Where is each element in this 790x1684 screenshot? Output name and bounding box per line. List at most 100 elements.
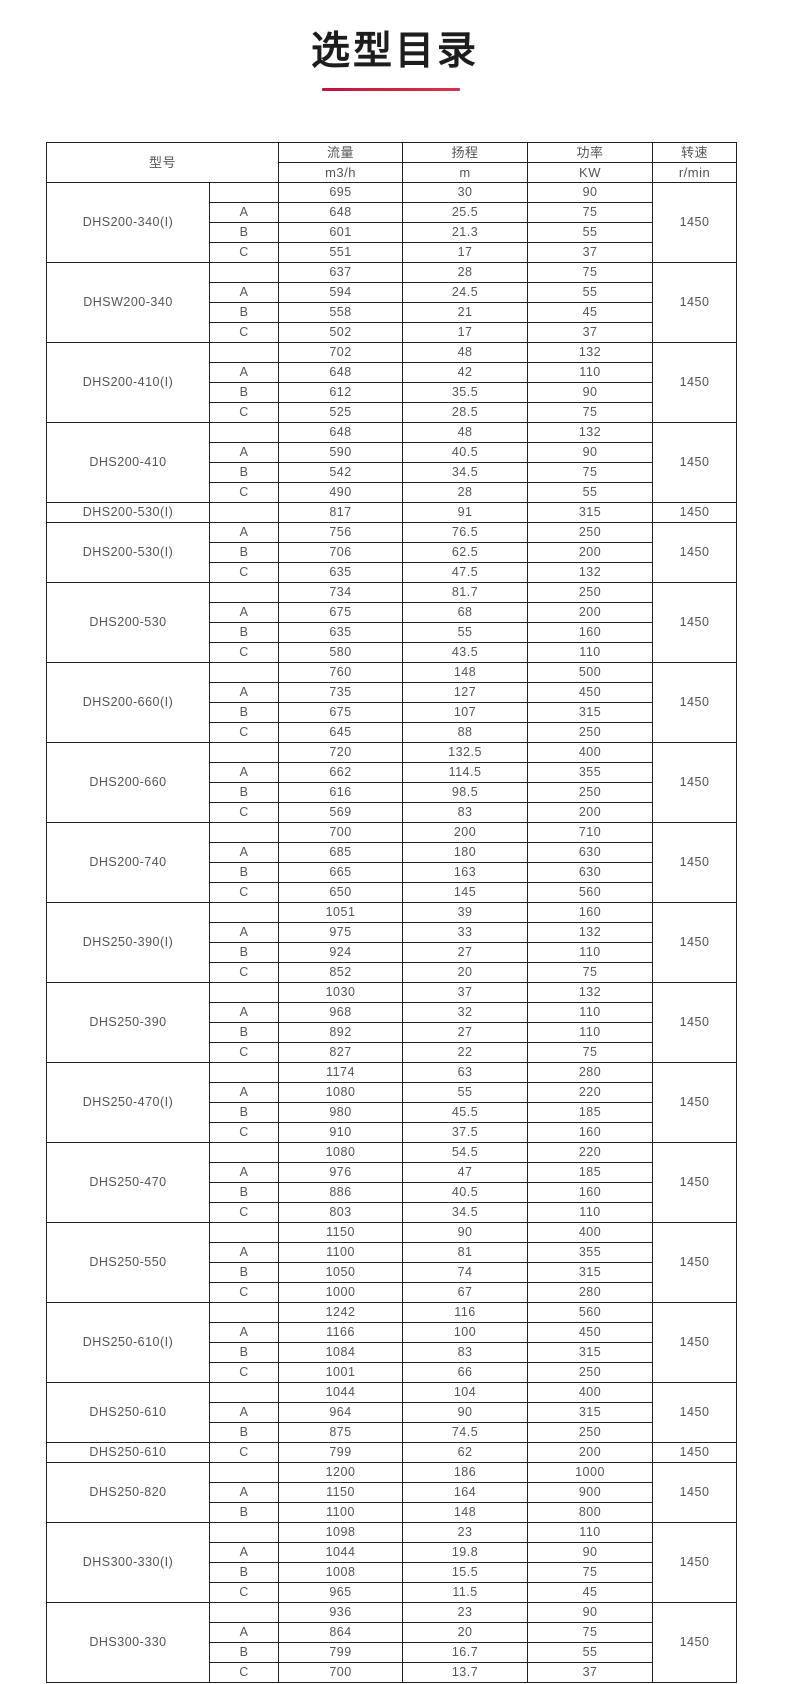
impeller-variant: B bbox=[208, 1562, 280, 1583]
model-name: DHS200-340(I) bbox=[46, 182, 210, 263]
impeller-variant: A bbox=[208, 1162, 280, 1183]
impeller-variant: B bbox=[208, 1182, 280, 1203]
table-row: B 799 16.7 55 bbox=[47, 1642, 737, 1663]
speed-value: 1450 bbox=[652, 1222, 738, 1303]
power-value: 800 bbox=[527, 1502, 654, 1523]
flow-value: 756 bbox=[278, 522, 404, 543]
head-value: 100 bbox=[402, 1322, 529, 1343]
flow-value: 1166 bbox=[278, 1322, 404, 1343]
impeller-variant: A bbox=[208, 1622, 280, 1643]
table-row: C 827 22 75 bbox=[47, 1042, 737, 1063]
flow-value: 799 bbox=[278, 1642, 404, 1663]
head-value: 83 bbox=[402, 802, 529, 823]
flow-value: 965 bbox=[278, 1582, 404, 1603]
impeller-variant bbox=[208, 1222, 280, 1243]
power-value: 160 bbox=[527, 1122, 654, 1143]
flow-value: 1044 bbox=[278, 1542, 404, 1563]
model-name: DHS300-330(I) bbox=[46, 1522, 210, 1603]
power-value: 450 bbox=[527, 1322, 654, 1343]
flow-value: 601 bbox=[278, 222, 404, 243]
power-value: 250 bbox=[527, 722, 654, 743]
flow-value: 760 bbox=[278, 662, 404, 683]
head-value: 17 bbox=[402, 242, 529, 263]
header-power: 功率 bbox=[527, 142, 654, 163]
model-name: DHS200-530(I) bbox=[46, 522, 210, 583]
power-value: 55 bbox=[527, 482, 654, 503]
head-value: 22 bbox=[402, 1042, 529, 1063]
impeller-variant: B bbox=[208, 622, 280, 643]
flow-value: 662 bbox=[278, 762, 404, 783]
impeller-variant: C bbox=[208, 242, 280, 263]
power-value: 315 bbox=[527, 1262, 654, 1283]
power-value: 315 bbox=[527, 502, 654, 523]
speed-value: 1450 bbox=[652, 342, 738, 423]
head-value: 62.5 bbox=[402, 542, 529, 563]
power-value: 132 bbox=[527, 562, 654, 583]
head-value: 39 bbox=[402, 902, 529, 923]
head-value: 81 bbox=[402, 1242, 529, 1263]
power-value: 110 bbox=[527, 942, 654, 963]
impeller-variant: C bbox=[208, 1582, 280, 1603]
power-value: 250 bbox=[527, 1422, 654, 1443]
impeller-variant: B bbox=[208, 1102, 280, 1123]
speed-value: 1450 bbox=[652, 1602, 738, 1683]
flow-value: 685 bbox=[278, 842, 404, 863]
power-value: 400 bbox=[527, 742, 654, 763]
flow-value: 910 bbox=[278, 1122, 404, 1143]
impeller-variant: C bbox=[208, 1202, 280, 1223]
table-row: DHS250-610 C 799 62 200 1450 bbox=[46, 1442, 738, 1463]
head-value: 88 bbox=[402, 722, 529, 743]
model-name: DHS250-610 bbox=[46, 1442, 210, 1463]
table-row: DHS250-610 1044 104 400 1450 bbox=[46, 1382, 738, 1443]
impeller-variant: C bbox=[208, 1362, 280, 1383]
impeller-variant: C bbox=[208, 642, 280, 663]
unit-power: KW bbox=[527, 162, 654, 183]
header-flow: 流量 bbox=[278, 142, 404, 163]
impeller-variant: A bbox=[208, 1482, 280, 1503]
impeller-variant: C bbox=[208, 562, 280, 583]
head-value: 13.7 bbox=[402, 1662, 529, 1683]
table-row: C 1000 67 280 bbox=[47, 1282, 737, 1303]
impeller-variant bbox=[208, 1302, 280, 1323]
flow-value: 936 bbox=[278, 1602, 404, 1623]
power-value: 315 bbox=[527, 1402, 654, 1423]
speed-value: 1450 bbox=[652, 1142, 738, 1223]
table-row: B 558 21 45 bbox=[47, 302, 737, 323]
page-title: 选型目录 bbox=[310, 29, 479, 74]
speed-value: 1450 bbox=[652, 742, 738, 823]
power-value: 250 bbox=[527, 522, 654, 543]
power-value: 75 bbox=[527, 462, 654, 483]
head-value: 37.5 bbox=[402, 1122, 529, 1143]
power-value: 315 bbox=[527, 702, 654, 723]
impeller-variant bbox=[208, 342, 280, 363]
impeller-variant: B bbox=[208, 1342, 280, 1363]
power-value: 90 bbox=[527, 1542, 654, 1563]
impeller-variant: B bbox=[208, 862, 280, 883]
table-row: DHS250-390 1030 37 132 1450 bbox=[46, 982, 738, 1063]
impeller-variant: C bbox=[208, 802, 280, 823]
head-value: 74.5 bbox=[402, 1422, 529, 1443]
table-row: DHS250-470 1080 54.5 220 1450 bbox=[46, 1142, 738, 1223]
power-value: 110 bbox=[527, 1202, 654, 1223]
power-value: 37 bbox=[527, 242, 654, 263]
model-name: DHS200-410 bbox=[46, 422, 210, 503]
table-row: DHS200-410(I) 702 48 132 1450 bbox=[46, 342, 738, 423]
table-row: C 645 88 250 bbox=[47, 722, 737, 743]
head-value: 68 bbox=[402, 602, 529, 623]
model-name: DHS250-470(I) bbox=[46, 1062, 210, 1143]
flow-value: 569 bbox=[278, 802, 404, 823]
flow-value: 1242 bbox=[278, 1302, 404, 1323]
flow-value: 1100 bbox=[278, 1502, 404, 1523]
table-row: DHSW200-340 637 28 75 1450 bbox=[46, 262, 738, 343]
table-row: B 924 27 110 bbox=[47, 942, 737, 963]
flow-value: 675 bbox=[278, 702, 404, 723]
unit-flow: m3/h bbox=[278, 162, 404, 183]
head-value: 48 bbox=[402, 422, 529, 443]
power-value: 220 bbox=[527, 1142, 654, 1163]
unit-head: m bbox=[402, 162, 529, 183]
model-name: DHS200-410(I) bbox=[46, 342, 210, 423]
table-row: DHS200-660 720 132.5 400 1450 bbox=[46, 742, 738, 823]
power-value: 185 bbox=[527, 1162, 654, 1183]
power-value: 355 bbox=[527, 1242, 654, 1263]
head-value: 47.5 bbox=[402, 562, 529, 583]
